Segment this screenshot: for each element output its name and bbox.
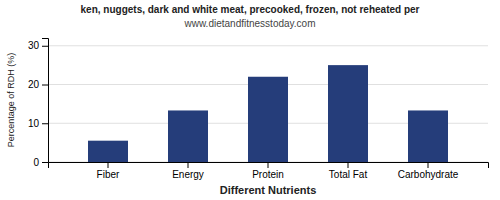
tick: 30 <box>28 40 48 51</box>
grid <box>48 46 488 162</box>
axis-line <box>42 39 49 163</box>
tick: 20 <box>28 79 48 90</box>
chart: 0 10 20 30 Fiber Energy Protein Total Fat Carboh… <box>0 0 500 200</box>
tick-mark <box>42 85 48 86</box>
subtitle: www.dietandfitnesstoday.com <box>184 18 316 29</box>
tick: 0 <box>33 157 48 168</box>
tick-label: 0 <box>33 157 39 168</box>
tick-mark <box>428 162 429 168</box>
bar <box>248 77 288 162</box>
grid-line <box>48 45 488 46</box>
bar <box>168 110 208 162</box>
tick: Protein <box>252 162 284 180</box>
plot: 0 10 20 30 Fiber Energy Protein Total Fat Carboh… <box>28 39 489 181</box>
x-axis: Fiber Energy Protein Total Fat Carbohydrate <box>49 162 489 180</box>
tick-label: Fiber <box>97 169 120 180</box>
y-axis-title: Percentage of RDH (%) <box>6 53 16 148</box>
y-axis: 0 10 20 30 <box>28 39 49 168</box>
x-axis-title: Different Nutrients <box>220 184 317 196</box>
axis-line <box>49 163 489 169</box>
tick: Fiber <box>97 162 120 180</box>
tick-label: Protein <box>252 169 284 180</box>
tick-mark <box>268 162 269 168</box>
title: ken, nuggets, dark and white meat, preco… <box>81 4 420 15</box>
bars <box>88 65 448 162</box>
tick: 10 <box>28 118 48 129</box>
tick-mark <box>188 162 189 168</box>
bar <box>408 110 448 162</box>
tick-label: Energy <box>172 169 204 180</box>
tick-mark <box>42 123 48 124</box>
tick-mark <box>108 162 109 168</box>
bar <box>88 141 128 162</box>
bar <box>328 65 368 162</box>
tick-mark <box>42 46 48 47</box>
tick-label: 30 <box>28 40 40 51</box>
tick-label: 10 <box>28 118 40 129</box>
tick: Total Fat <box>329 162 368 180</box>
tick: Energy <box>172 162 204 180</box>
tick-label: Carbohydrate <box>398 169 459 180</box>
tick-label: Total Fat <box>329 169 368 180</box>
tick-mark <box>348 162 349 168</box>
tick-mark <box>42 162 48 163</box>
tick-label: 20 <box>28 79 40 90</box>
tick: Carbohydrate <box>398 162 459 180</box>
